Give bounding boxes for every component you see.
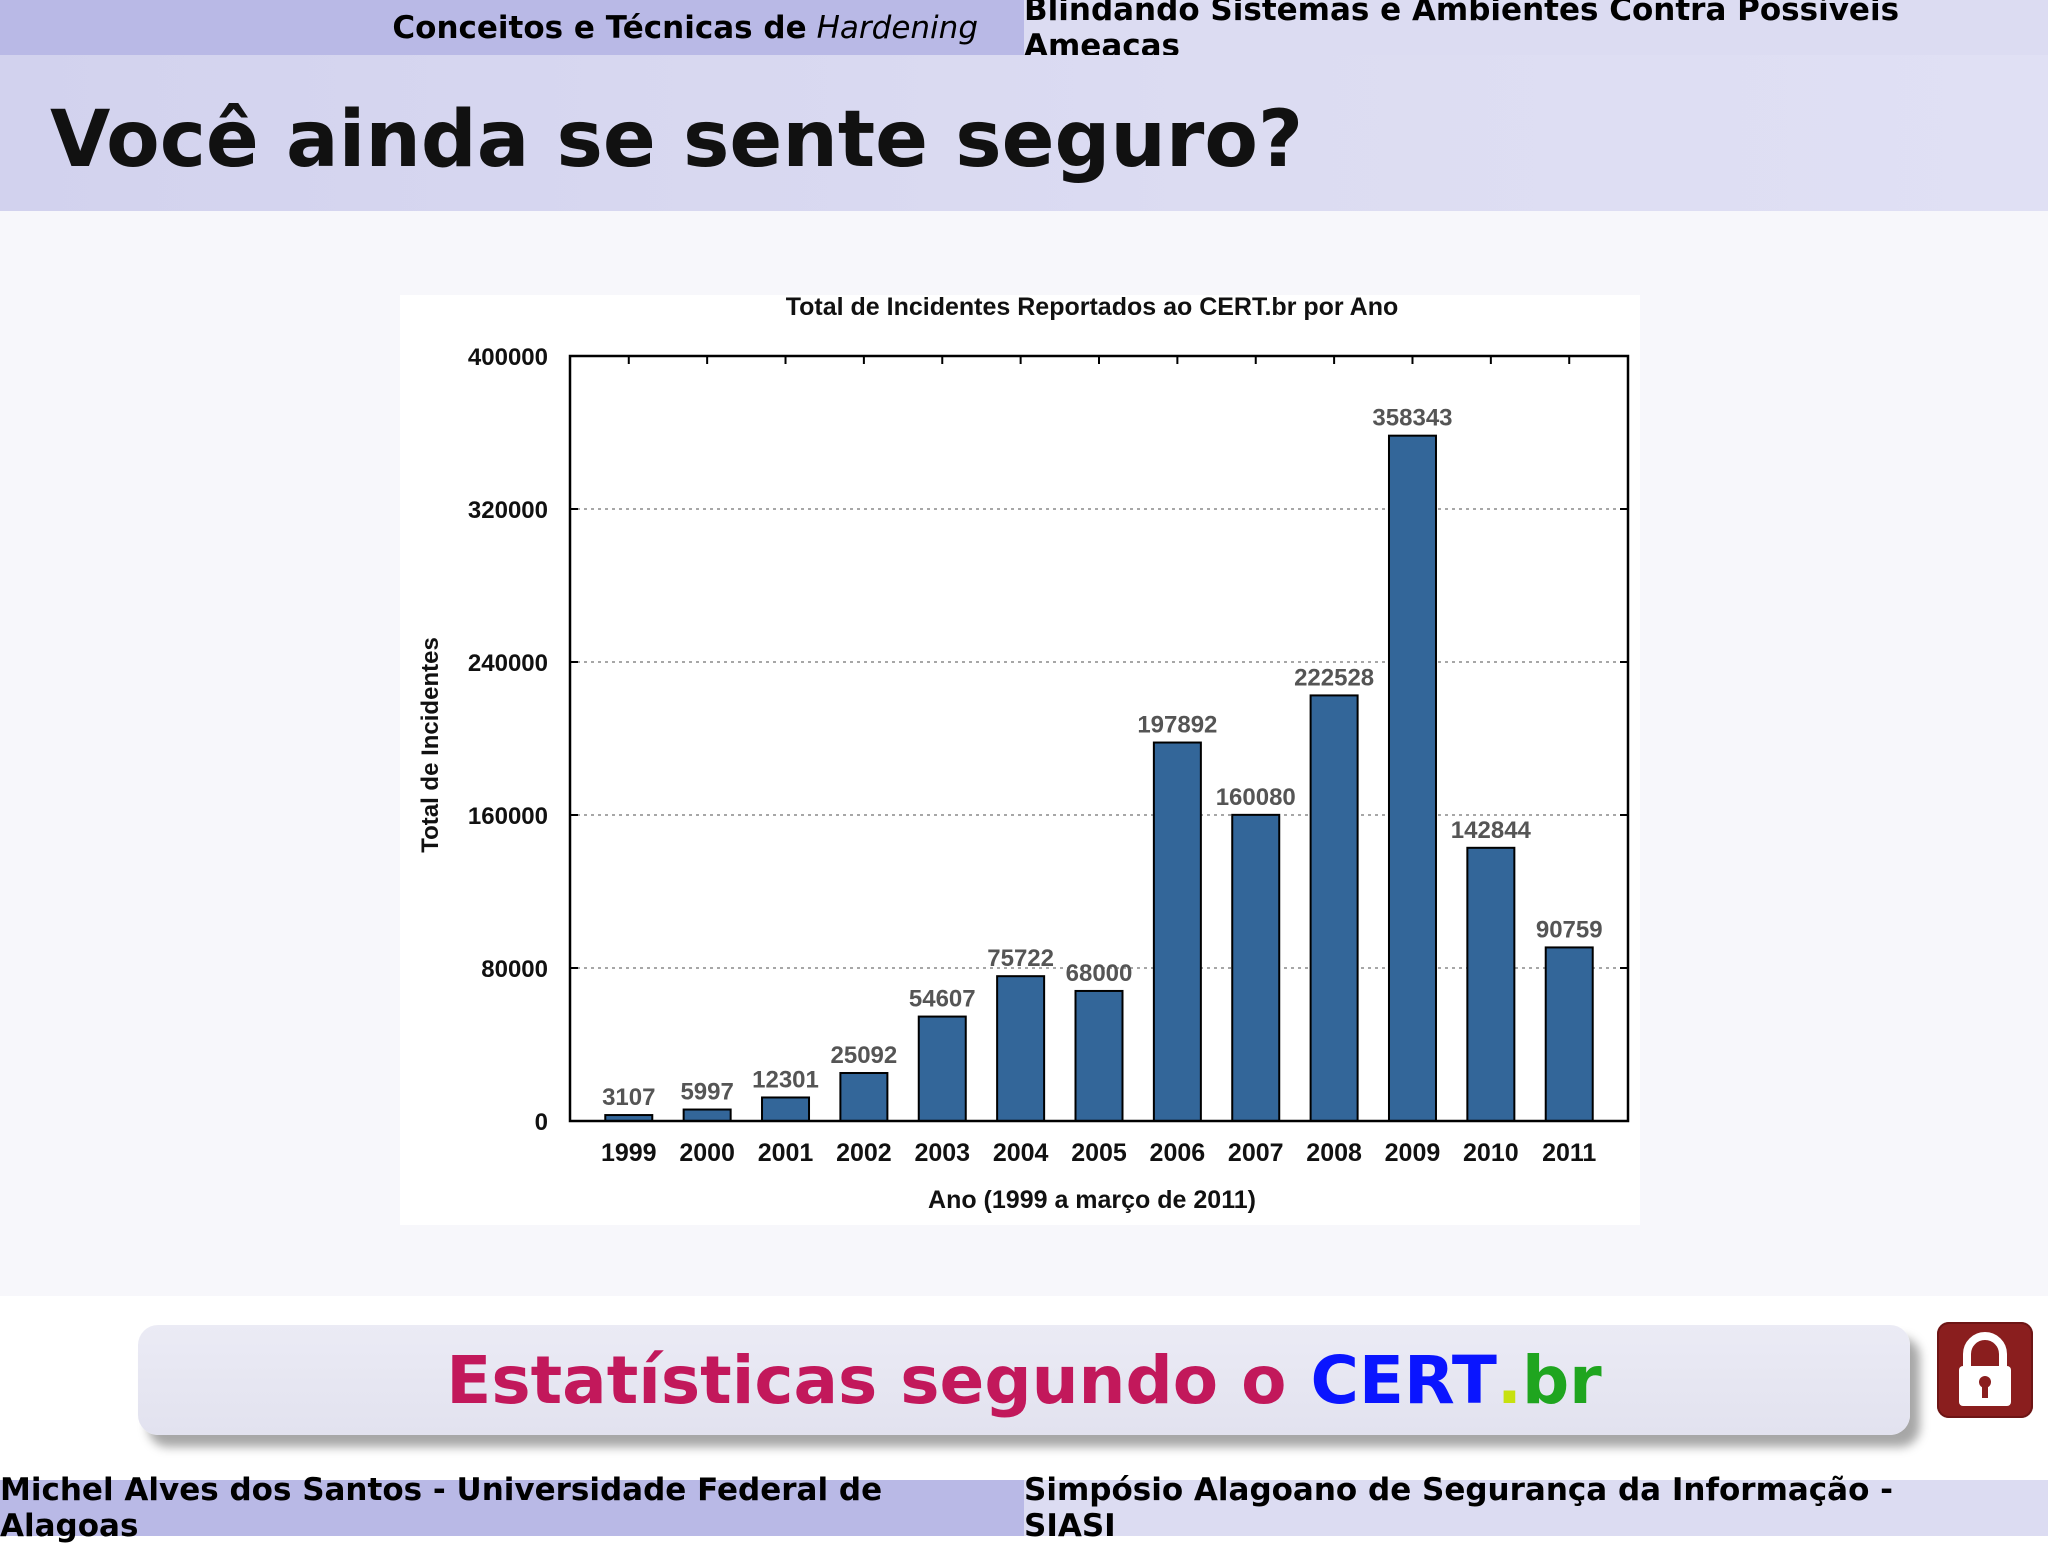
lock-icon	[1937, 1322, 2033, 1418]
chart-data-label: 25092	[831, 1042, 898, 1069]
chart-data-label: 68000	[1066, 960, 1133, 987]
chart-plot-frame	[568, 354, 1630, 1123]
header-left-italic: Hardening	[816, 9, 978, 46]
chart-y-tick-label: 400000	[468, 344, 548, 371]
chart-x-tick-label: 2006	[1150, 1139, 1206, 1167]
lock-icon-graphic	[1959, 1332, 2011, 1406]
chart-bar	[1152, 741, 1202, 1122]
footer-event: Simpósio Alagoano de Segurança da Inform…	[1024, 1472, 1894, 1544]
statistics-banner: Estatísticas segundo o CERT. br	[138, 1325, 1910, 1435]
chart-x-tick-label: 2009	[1385, 1139, 1441, 1167]
chart-x-tick-label: 2011	[1542, 1139, 1596, 1167]
chart-bar	[682, 1108, 732, 1123]
chart-x-tick-label: 1999	[601, 1139, 657, 1167]
footer-left: Michel Alves dos Santos - Universidade F…	[0, 1472, 1024, 1544]
banner-text: Estatísticas segundo o	[446, 1341, 1287, 1419]
chart-data-label: 12301	[752, 1066, 819, 1093]
chart-x-tick-label: 2002	[836, 1139, 892, 1167]
chart-y-tick-label: 240000	[468, 650, 548, 677]
chart-title: Total de Incidentes Reportados ao CERT.b…	[786, 295, 1399, 321]
chart-data-label: 3107	[602, 1084, 655, 1111]
bar-chart: Total de Incidentes Reportados ao CERT.b…	[417, 295, 1630, 1214]
chart-data-label: 160080	[1216, 784, 1296, 811]
header-right: Blindando Sistemas e Ambientes Contra Po…	[1024, 0, 2048, 64]
chart-y-tick-label: 0	[535, 1109, 548, 1136]
cert-brand-dot: .	[1496, 1341, 1522, 1419]
chart-x-tick-label: 2004	[993, 1139, 1049, 1167]
chart-y-axis-label: Total de Incidentes	[417, 637, 444, 853]
chart-panel: Total de Incidentes Reportados ao CERT.b…	[400, 295, 1640, 1225]
chart-x-tick-label: 2008	[1306, 1139, 1362, 1167]
chart-x-tick-label: 2003	[914, 1139, 970, 1167]
header-left: Conceitos e Técnicas de Hardening	[0, 0, 1024, 55]
chart-data-label: 90759	[1536, 916, 1603, 943]
title-bar: Você ainda se sente seguro?	[0, 55, 2048, 211]
chart-bar	[917, 1015, 967, 1122]
cert-brand-br: br	[1521, 1341, 1602, 1419]
chart-x-axis-label: Ano (1999 a março de 2011)	[928, 1186, 1256, 1214]
chart-x-tick-label: 2007	[1228, 1139, 1284, 1167]
chart-y-tick-label: 320000	[468, 497, 548, 524]
header-right-text: Blindando Sistemas e Ambientes Contra Po…	[1024, 0, 1900, 64]
slide-title: Você ainda se sente seguro?	[50, 95, 1304, 185]
chart-y-tick-label: 80000	[481, 956, 548, 983]
footer-bar: Michel Alves dos Santos - Universidade F…	[0, 1472, 2048, 1544]
chart-bar	[1231, 813, 1281, 1122]
chart-x-tick-label: 2010	[1463, 1139, 1519, 1167]
header-bar: Conceitos e Técnicas de Hardening Blinda…	[0, 0, 2048, 64]
chart-bar	[839, 1072, 889, 1122]
chart-bar	[996, 975, 1046, 1123]
chart-y-tick-label: 160000	[468, 803, 548, 830]
cert-brand: CERT	[1310, 1341, 1497, 1419]
chart-data-label: 358343	[1372, 405, 1452, 432]
footer-right: Simpósio Alagoano de Segurança da Inform…	[1024, 1472, 2048, 1544]
chart-data-label: 222528	[1294, 664, 1374, 691]
chart-data-label: 75722	[987, 945, 1054, 972]
chart-data-label: 197892	[1137, 712, 1217, 739]
chart-bar	[1387, 434, 1437, 1122]
header-left-text: Conceitos e Técnicas de	[392, 9, 807, 46]
footer-author: Michel Alves dos Santos - Universidade F…	[0, 1472, 883, 1544]
chart-data-label: 5997	[680, 1079, 733, 1106]
chart-bar	[761, 1096, 811, 1123]
chart-x-tick-label: 2000	[679, 1139, 735, 1167]
chart-data-label: 142844	[1451, 817, 1532, 844]
chart-x-tick-label: 2001	[758, 1139, 814, 1167]
chart-bar	[1466, 846, 1516, 1122]
chart-bar	[1309, 694, 1359, 1122]
chart-bar	[1074, 989, 1124, 1123]
chart-bar	[1544, 946, 1594, 1122]
chart-x-tick-label: 2005	[1071, 1139, 1127, 1167]
chart-data-label: 54607	[909, 986, 976, 1013]
